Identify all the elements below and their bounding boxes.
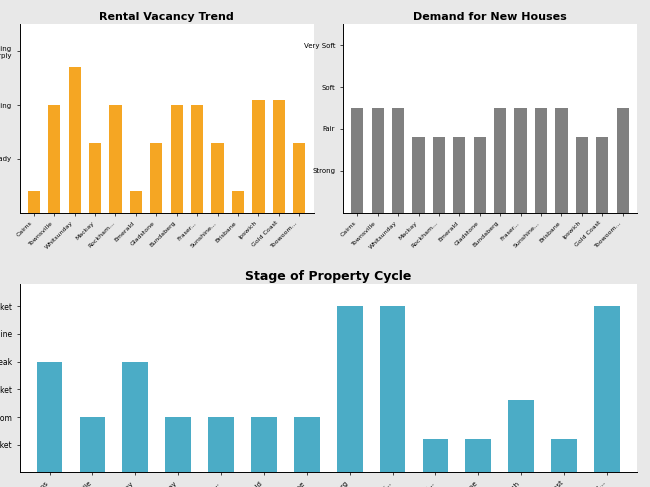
- Bar: [594, 306, 620, 472]
- Title: Demand for New Houses: Demand for New Houses: [413, 12, 567, 22]
- Title: Rental Vacancy Trend: Rental Vacancy Trend: [99, 12, 234, 22]
- Bar: [576, 137, 588, 213]
- Bar: [191, 105, 203, 213]
- Bar: [68, 67, 81, 213]
- Bar: [422, 439, 448, 472]
- Bar: [392, 108, 404, 213]
- Bar: [433, 137, 445, 213]
- Bar: [515, 108, 527, 213]
- Bar: [28, 191, 40, 213]
- Bar: [211, 143, 224, 213]
- Bar: [412, 137, 424, 213]
- Bar: [109, 105, 122, 213]
- Bar: [351, 108, 363, 213]
- Bar: [122, 362, 148, 472]
- Bar: [465, 439, 491, 472]
- Bar: [170, 105, 183, 213]
- Bar: [508, 400, 534, 472]
- Bar: [150, 143, 162, 213]
- Bar: [372, 108, 383, 213]
- Bar: [453, 137, 465, 213]
- Bar: [36, 362, 62, 472]
- Bar: [617, 108, 629, 213]
- Bar: [165, 417, 191, 472]
- Bar: [208, 417, 234, 472]
- Bar: [232, 191, 244, 213]
- Bar: [555, 108, 567, 213]
- Bar: [89, 143, 101, 213]
- Bar: [596, 137, 608, 213]
- Bar: [79, 417, 105, 472]
- Bar: [380, 306, 406, 472]
- Bar: [130, 191, 142, 213]
- Bar: [494, 108, 506, 213]
- Bar: [273, 100, 285, 213]
- Bar: [535, 108, 547, 213]
- Bar: [252, 100, 265, 213]
- Bar: [337, 306, 363, 472]
- Bar: [474, 137, 486, 213]
- Bar: [293, 143, 306, 213]
- Bar: [48, 105, 60, 213]
- Bar: [551, 439, 577, 472]
- Bar: [251, 417, 277, 472]
- Bar: [294, 417, 320, 472]
- Title: Stage of Property Cycle: Stage of Property Cycle: [245, 270, 411, 283]
